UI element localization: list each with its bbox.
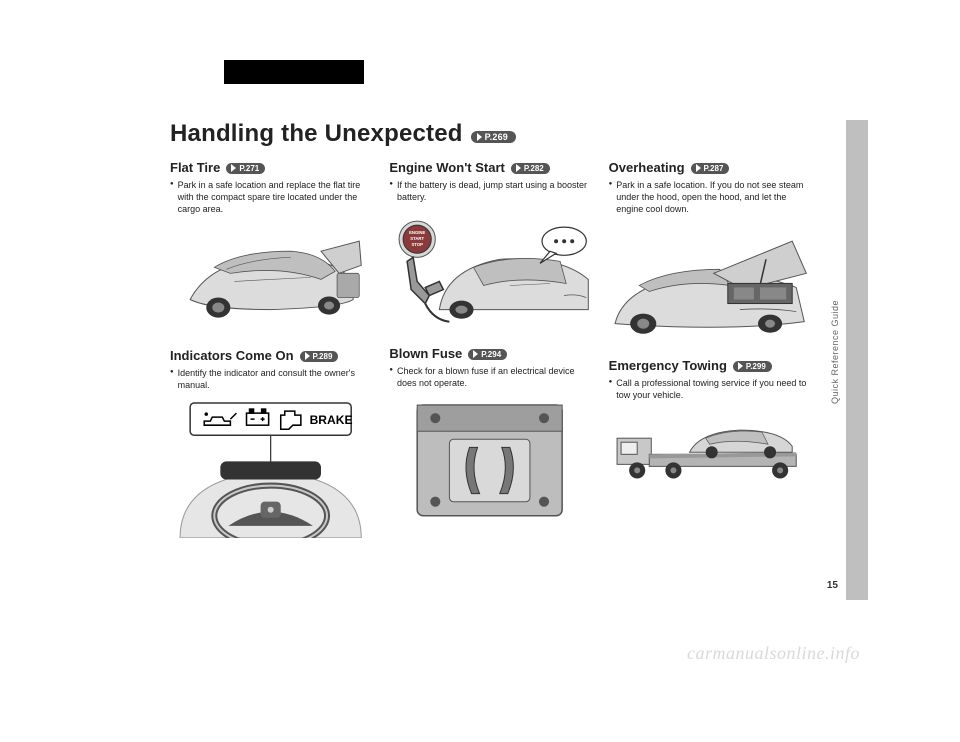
page-number: 15 (827, 580, 838, 591)
section-towing: Emergency Towing P.299 Call a profession… (609, 358, 810, 488)
section-engine-start: Engine Won't Start P.282 If the battery … (389, 160, 590, 330)
column-2: Engine Won't Start P.282 If the battery … (389, 160, 590, 538)
watermark: carmanualsonline.info (687, 643, 860, 664)
content-area: Handling the Unexpected P.269 Flat Tire … (170, 120, 810, 538)
section-flat-tire: Flat Tire P.271 Park in a safe location … (170, 160, 371, 332)
section-bullet: Identify the indicator and consult the o… (170, 367, 371, 391)
indicators-illustration: BRAKE (170, 397, 371, 538)
section-bullet: Park in a safe location and replace the … (170, 179, 371, 215)
page-title-ref: P.269 (471, 131, 516, 143)
columns: Flat Tire P.271 Park in a safe location … (170, 160, 810, 538)
engine-btn-line3: STOP (412, 243, 424, 248)
section-ref: P.299 (733, 361, 772, 372)
section-bullet: Park in a safe location. If you do not s… (609, 179, 810, 215)
side-thumb-tab (846, 120, 868, 600)
page-title: Handling the Unexpected P.269 (170, 120, 810, 148)
section-ref: P.287 (691, 163, 730, 174)
engine-btn-line2: START (411, 236, 425, 241)
column-3: Overheating P.287 Park in a safe locatio… (609, 160, 810, 538)
engine-btn-line1: ENGINE (409, 230, 425, 235)
section-indicators: Indicators Come On P.289 Identify the in… (170, 348, 371, 538)
section-bullet: If the battery is dead, jump start using… (389, 179, 590, 203)
section-ref: P.271 (226, 163, 265, 174)
header-black-tab (224, 60, 364, 84)
page: Quick Reference Guide 15 Handling the Un… (0, 0, 960, 742)
section-title-text: Indicators Come On (170, 348, 294, 363)
section-overheating: Overheating P.287 Park in a safe locatio… (609, 160, 810, 342)
section-ref: P.294 (468, 349, 507, 360)
towing-illustration (609, 408, 810, 489)
section-ref: P.282 (511, 163, 550, 174)
flat-tire-illustration (170, 221, 371, 332)
section-blown-fuse: Blown Fuse P.294 Check for a blown fuse … (389, 346, 590, 526)
brake-label: BRAKE (310, 414, 353, 428)
column-1: Flat Tire P.271 Park in a safe location … (170, 160, 371, 538)
section-title-text: Emergency Towing (609, 358, 727, 373)
side-section-label: Quick Reference Guide (830, 300, 840, 404)
section-title-text: Flat Tire (170, 160, 220, 175)
page-title-text: Handling the Unexpected (170, 120, 463, 148)
section-bullet: Call a professional towing service if yo… (609, 377, 810, 401)
fuse-illustration (389, 395, 590, 526)
section-title-text: Engine Won't Start (389, 160, 505, 175)
section-bullet: Check for a blown fuse if an electrical … (389, 365, 590, 389)
overheating-illustration (609, 221, 810, 342)
section-title-text: Blown Fuse (389, 346, 462, 361)
engine-start-illustration: ENGINE START STOP (389, 209, 590, 330)
section-title-text: Overheating (609, 160, 685, 175)
section-ref: P.289 (300, 351, 339, 362)
